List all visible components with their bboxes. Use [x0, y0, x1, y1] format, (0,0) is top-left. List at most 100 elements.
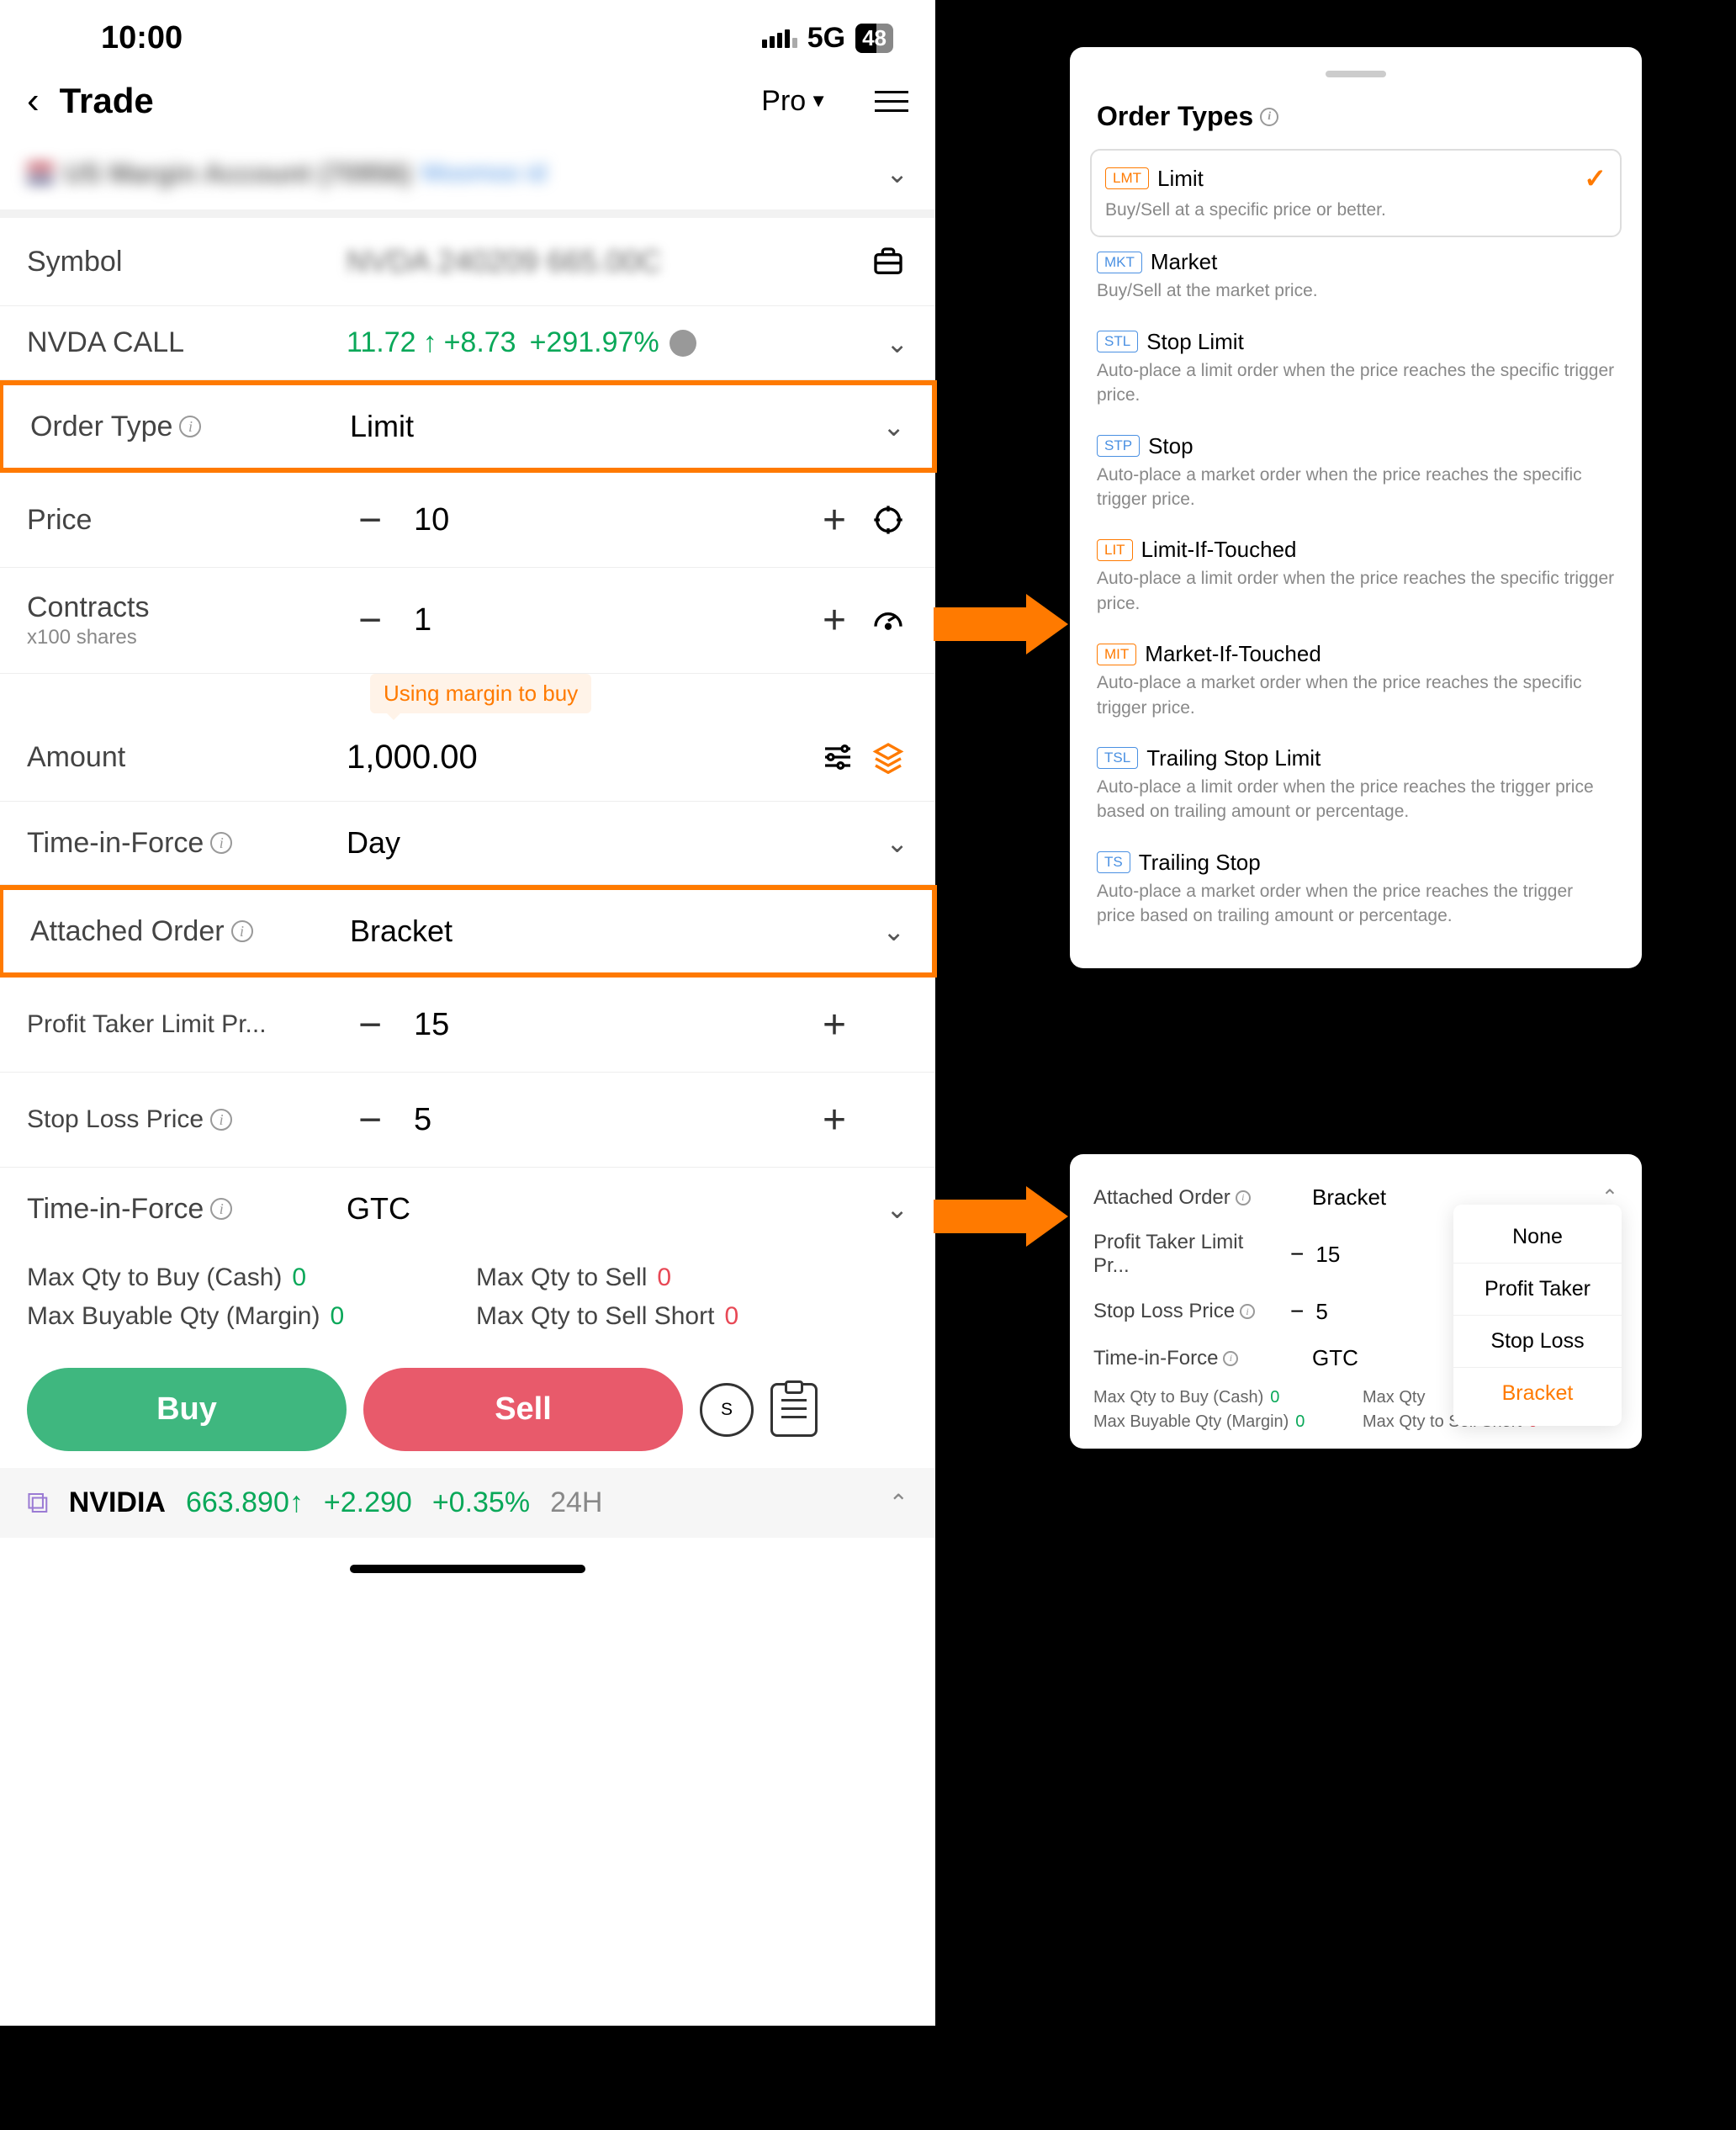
- plus-button[interactable]: +: [811, 1001, 858, 1048]
- clock-icon: [670, 330, 696, 357]
- symbol-label: Symbol: [27, 246, 347, 278]
- price-label: Price: [27, 504, 347, 537]
- chevron-down-icon: ⌄: [886, 1193, 908, 1225]
- order-type-value: Limit: [350, 409, 882, 444]
- crosshair-icon[interactable]: [868, 500, 908, 540]
- up-arrow-icon: ↑: [423, 326, 437, 359]
- ticker-bar[interactable]: ⧉ NVIDIA 663.890↑ +2.290 +0.35% 24H ⌃: [0, 1468, 935, 1538]
- plus-button[interactable]: +: [811, 1096, 858, 1143]
- signal-icon: [762, 29, 797, 48]
- clipboard-icon[interactable]: [770, 1383, 818, 1437]
- info-icon[interactable]: i: [1240, 1304, 1255, 1319]
- mode-toggle[interactable]: Pro▼: [761, 85, 828, 118]
- stop-loss-value[interactable]: 5: [394, 1102, 811, 1138]
- info-icon[interactable]: i: [210, 1109, 232, 1131]
- minus-button[interactable]: −: [1278, 1298, 1315, 1325]
- profit-taker-row: Profit Taker Limit Pr... − 15 +: [0, 978, 935, 1073]
- symbol-value: NVDA 240209 665.00C: [347, 244, 858, 279]
- order-type-option[interactable]: STPStopAuto-place a market order when th…: [1070, 421, 1642, 526]
- back-button[interactable]: ‹: [27, 80, 40, 122]
- attached-order-value: Bracket: [350, 914, 882, 949]
- order-type-row[interactable]: Order Typei Limit ⌄: [3, 385, 932, 468]
- gauge-icon[interactable]: [868, 601, 908, 641]
- attached-dropdown: NoneProfit TakerStop LossBracket: [1453, 1205, 1622, 1426]
- swap-currency-icon[interactable]: S: [700, 1383, 754, 1437]
- order-type-option[interactable]: TSTrailing StopAuto-place a market order…: [1070, 838, 1642, 942]
- stop-loss-label: Stop Loss Pricei: [27, 1105, 347, 1134]
- info-icon[interactable]: i: [231, 920, 253, 942]
- tif-value: Day: [347, 825, 886, 861]
- attached-order-panel: Attached Orderi Bracket ⌃ Profit Taker L…: [1070, 1154, 1642, 1449]
- chevron-down-icon[interactable]: ⌄: [886, 327, 908, 359]
- minus-button[interactable]: −: [347, 496, 394, 543]
- quote-row[interactable]: NVDA CALL 11.72 ↑ +8.73 +291.97% ⌄: [0, 306, 935, 380]
- trade-screen: 10:00 5G 48 ‹ Trade Pro▼ US Margin Accou…: [0, 0, 935, 2026]
- menu-icon[interactable]: [875, 91, 908, 112]
- attached-order-label: Attached Orderi: [30, 915, 350, 948]
- contracts-value[interactable]: 1: [394, 602, 811, 638]
- plus-button[interactable]: +: [811, 496, 858, 543]
- minus-button[interactable]: −: [347, 1096, 394, 1143]
- arrow-connector: [934, 1186, 1068, 1247]
- tif2-row[interactable]: Time-in-Forcei GTC ⌄: [0, 1168, 935, 1250]
- chevron-up-icon[interactable]: ⌃: [889, 1489, 908, 1517]
- order-type-label: Order Typei: [30, 411, 350, 443]
- minus-button[interactable]: −: [1278, 1241, 1315, 1268]
- ticker-change: +2.290: [324, 1486, 412, 1519]
- home-indicator: [350, 1565, 585, 1573]
- info-icon[interactable]: i: [1223, 1351, 1238, 1366]
- amount-label: Amount: [27, 741, 347, 774]
- order-type-option[interactable]: MITMarket-If-TouchedAuto-place a market …: [1070, 629, 1642, 734]
- info-icon[interactable]: i: [179, 416, 201, 437]
- dropdown-option[interactable]: Bracket: [1453, 1367, 1622, 1419]
- status-bar: 10:00 5G 48: [0, 0, 935, 65]
- price-row: Price − 10 +: [0, 473, 935, 568]
- symbol-row[interactable]: Symbol NVDA 240209 665.00C: [0, 218, 935, 306]
- dropdown-option[interactable]: None: [1453, 1211, 1622, 1263]
- dropdown-option[interactable]: Stop Loss: [1453, 1315, 1622, 1367]
- contracts-label: Contracts x100 shares: [27, 591, 347, 649]
- status-time: 10:00: [101, 20, 183, 56]
- order-type-option[interactable]: TSLTrailing Stop LimitAuto-place a limit…: [1070, 734, 1642, 838]
- chevron-down-icon: ⌄: [882, 411, 905, 442]
- buy-button[interactable]: Buy: [27, 1368, 347, 1451]
- attached-order-highlight: Attached Orderi Bracket ⌄: [0, 885, 937, 978]
- order-types-panel: Order Typesi LMTLimit✓Buy/Sell at a spec…: [1070, 47, 1642, 968]
- info-icon[interactable]: i: [210, 832, 232, 854]
- account-selector[interactable]: US Margin Account (70956) Moomoo id ⌄: [0, 137, 935, 218]
- dropdown-option[interactable]: Profit Taker: [1453, 1263, 1622, 1315]
- order-type-option[interactable]: STLStop LimitAuto-place a limit order wh…: [1070, 317, 1642, 421]
- page-title: Trade: [60, 81, 742, 121]
- network-label: 5G: [807, 22, 845, 55]
- ticker-name: NVIDIA: [69, 1486, 166, 1519]
- qty-grid: Max Qty to Buy (Cash)0 Max Qty to Sell0 …: [0, 1250, 935, 1351]
- account-blurred: US Margin Account (70956) Moomoo id: [27, 158, 886, 189]
- amount-value: 1,000.00: [347, 739, 807, 776]
- quote-pct: +291.97%: [530, 326, 659, 359]
- attached-order-row[interactable]: Attached Orderi Bracket ⌄: [3, 890, 932, 972]
- quote-price: 11.72: [347, 326, 416, 359]
- layers-icon[interactable]: [868, 737, 908, 777]
- price-value[interactable]: 10: [394, 502, 811, 538]
- drag-handle[interactable]: [1326, 71, 1386, 77]
- quote-change: +8.73: [444, 326, 516, 359]
- info-icon[interactable]: i: [1260, 108, 1278, 126]
- sell-button[interactable]: Sell: [363, 1368, 683, 1451]
- order-type-option[interactable]: MKTMarketBuy/Sell at the market price.: [1070, 237, 1642, 316]
- chevron-down-icon: ⌄: [886, 827, 908, 859]
- margin-tag-wrapper: Using margin to buy: [0, 674, 935, 713]
- minus-button[interactable]: −: [347, 597, 394, 644]
- order-type-option[interactable]: LMTLimit✓Buy/Sell at a specific price or…: [1090, 149, 1622, 237]
- info-icon[interactable]: i: [210, 1198, 232, 1220]
- info-icon[interactable]: i: [1236, 1190, 1251, 1205]
- plus-button[interactable]: +: [811, 597, 858, 644]
- stop-loss-row: Stop Loss Pricei − 5 +: [0, 1073, 935, 1168]
- order-type-option[interactable]: LITLimit-If-TouchedAuto-place a limit or…: [1070, 525, 1642, 629]
- sliders-icon[interactable]: [818, 737, 858, 777]
- profit-taker-label: Profit Taker Limit Pr...: [27, 1010, 347, 1039]
- tif-row[interactable]: Time-in-Forcei Day ⌄: [0, 802, 935, 885]
- briefcase-icon[interactable]: [868, 241, 908, 282]
- profit-taker-value[interactable]: 15: [394, 1007, 811, 1043]
- link-icon: ⧉: [27, 1485, 49, 1521]
- minus-button[interactable]: −: [347, 1001, 394, 1048]
